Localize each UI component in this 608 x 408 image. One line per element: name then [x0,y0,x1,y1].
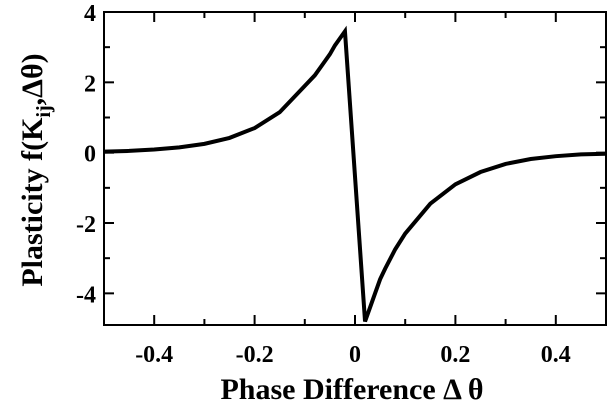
series-line-0 [103,25,607,323]
tick-labels: -0.4 -0.2 0 0.2 0.4 -4 -2 0 2 4 [76,1,571,368]
x-axis-title: Phase Difference Δ θ [220,373,483,406]
y-tick-label: 4 [84,1,96,27]
y-tick-label: 0 [84,142,96,168]
y-tick-label: 2 [84,71,96,97]
x-tick-label: -0.2 [236,342,274,368]
x-tick-label: 0.4 [541,342,571,368]
y-axis-title-suffix: ,Δθ) [16,53,49,105]
y-tick-label: -2 [76,212,96,238]
x-tick-label: -0.4 [135,342,173,368]
y-axis-title-prefix: Plasticity f(K [16,117,49,287]
plot-frame [103,11,607,326]
y-axis-title: Plasticity f(Kij,Δθ) [16,53,55,286]
y-axis-title-subscript: ij [33,105,55,117]
y-tick-label: -4 [76,282,96,308]
plot-area [103,25,607,323]
x-tick-label: 0 [349,342,361,368]
x-tick-label: 0.2 [440,342,470,368]
